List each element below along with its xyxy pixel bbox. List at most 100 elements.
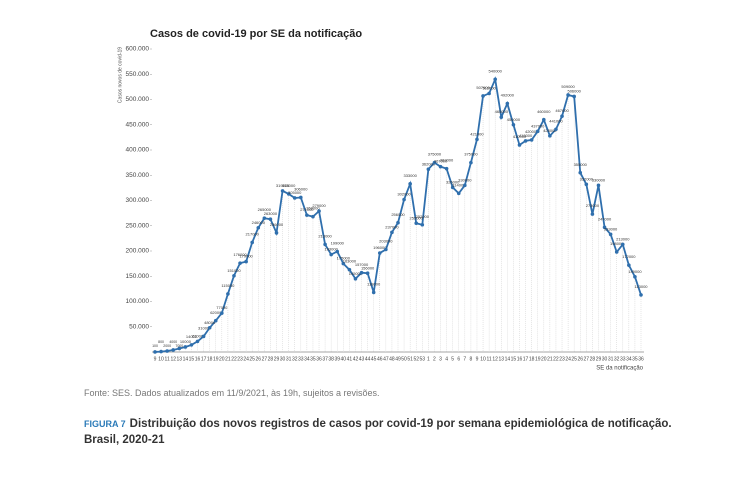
x-tick-label: 8 bbox=[470, 356, 473, 362]
x-tick-label: 28 bbox=[268, 356, 274, 362]
x-tick-label: 6 bbox=[457, 356, 460, 362]
point bbox=[292, 196, 297, 200]
data-label: 233000 bbox=[604, 226, 618, 231]
x-tick-label: 47 bbox=[383, 356, 389, 362]
point bbox=[590, 212, 595, 216]
point bbox=[438, 164, 443, 169]
x-tick-label: 33 bbox=[620, 356, 626, 362]
x-tick-label: 5 bbox=[451, 356, 454, 362]
point bbox=[432, 160, 437, 165]
data-label: 333000 bbox=[403, 173, 417, 178]
x-tick-label: 29 bbox=[596, 356, 602, 362]
point bbox=[444, 166, 449, 171]
data-label: 203000 bbox=[379, 239, 393, 244]
point bbox=[280, 189, 285, 193]
caption-text: Distribuição dos novos registros de caso… bbox=[84, 418, 672, 446]
point bbox=[499, 115, 504, 119]
point bbox=[493, 77, 498, 82]
x-tick-label: 7 bbox=[463, 356, 466, 362]
y-tick-label: 300.000 bbox=[126, 197, 150, 204]
data-label: 268000 bbox=[306, 206, 320, 211]
data-label: 507000 bbox=[476, 85, 490, 90]
y-tick-label: 500.000 bbox=[126, 96, 150, 103]
data-label: 115000 bbox=[221, 283, 235, 288]
data-label: 156000 bbox=[361, 265, 375, 270]
data-label: 506000 bbox=[567, 89, 581, 94]
y-tick-label: 550.000 bbox=[126, 71, 150, 78]
data-label: 193000 bbox=[324, 247, 338, 252]
point bbox=[608, 232, 613, 237]
x-tick-label: 29 bbox=[274, 356, 280, 362]
data-label: 237000 bbox=[385, 224, 399, 229]
x-tick-label: 24 bbox=[565, 356, 571, 362]
data-label: 512000 bbox=[482, 86, 496, 91]
data-label: 176000 bbox=[233, 252, 247, 257]
x-tick-label: 53 bbox=[420, 356, 426, 362]
x-axis-label: SE da notificação bbox=[596, 366, 643, 372]
y-tick-label: 50.000 bbox=[129, 323, 149, 330]
data-label: 319000 bbox=[276, 183, 290, 188]
data-label: 199000 bbox=[331, 241, 345, 246]
data-label: 246000 bbox=[252, 220, 266, 225]
data-label: 252000 bbox=[416, 214, 430, 219]
x-tick-label: 35 bbox=[632, 356, 638, 362]
y-tick-label: 400.000 bbox=[126, 147, 150, 154]
point bbox=[475, 137, 479, 142]
x-tick-label: 9 bbox=[476, 356, 479, 362]
data-label: 314000 bbox=[452, 182, 466, 187]
x-tick-label: 18 bbox=[207, 356, 213, 362]
point bbox=[159, 349, 163, 354]
data-label: 172000 bbox=[622, 254, 636, 259]
data-label: 330000 bbox=[458, 177, 472, 182]
x-tick-label: 31 bbox=[286, 356, 292, 362]
x-tick-label: 24 bbox=[243, 356, 249, 362]
figure-label: FIGURA 7 bbox=[84, 419, 126, 429]
data-label: 163000 bbox=[343, 259, 357, 264]
point bbox=[408, 182, 412, 186]
point bbox=[602, 225, 607, 230]
point bbox=[535, 129, 540, 134]
x-tick-label: 37 bbox=[322, 356, 328, 362]
point bbox=[426, 167, 431, 171]
point bbox=[305, 213, 309, 217]
x-tick-label: 15 bbox=[511, 356, 517, 362]
data-label: 196000 bbox=[373, 245, 387, 250]
point bbox=[335, 249, 340, 254]
point bbox=[317, 209, 321, 213]
data-label: 4000 bbox=[169, 340, 177, 344]
point bbox=[487, 91, 491, 96]
data-label: 263000 bbox=[264, 211, 278, 216]
x-tick-label: 42 bbox=[353, 356, 359, 362]
point bbox=[207, 325, 212, 330]
data-label: 465000 bbox=[495, 109, 509, 114]
x-tick-label: 10 bbox=[480, 356, 486, 362]
data-label: 460000 bbox=[537, 109, 551, 114]
data-label: 113000 bbox=[634, 284, 648, 289]
source: Fonte: SES. Dados atualizados em 11/9/20… bbox=[84, 388, 380, 398]
data-label: 31000 bbox=[198, 325, 210, 330]
data-label: 213000 bbox=[318, 233, 332, 238]
data-label: 265000 bbox=[258, 207, 272, 212]
point bbox=[572, 94, 576, 99]
point bbox=[523, 139, 528, 143]
point bbox=[177, 346, 182, 351]
x-tick-label: 19 bbox=[213, 356, 219, 362]
data-label: 467000 bbox=[555, 108, 569, 113]
data-label: 332000 bbox=[580, 176, 594, 181]
data-label: 179000 bbox=[239, 254, 253, 259]
x-tick-label: 13 bbox=[177, 356, 183, 362]
point bbox=[584, 182, 589, 187]
point bbox=[323, 242, 327, 247]
x-tick-label: 14 bbox=[183, 356, 189, 362]
x-tick-label: 34 bbox=[304, 356, 310, 362]
point bbox=[377, 251, 382, 255]
data-label: 2000 bbox=[163, 344, 171, 348]
y-tick-label: 350.000 bbox=[126, 172, 150, 179]
x-tick-label: 11 bbox=[165, 356, 170, 362]
x-tick-label: 23 bbox=[559, 356, 565, 362]
point bbox=[311, 214, 315, 219]
point bbox=[414, 221, 419, 226]
point bbox=[517, 143, 522, 147]
y-tick-label: 150.000 bbox=[126, 273, 150, 280]
